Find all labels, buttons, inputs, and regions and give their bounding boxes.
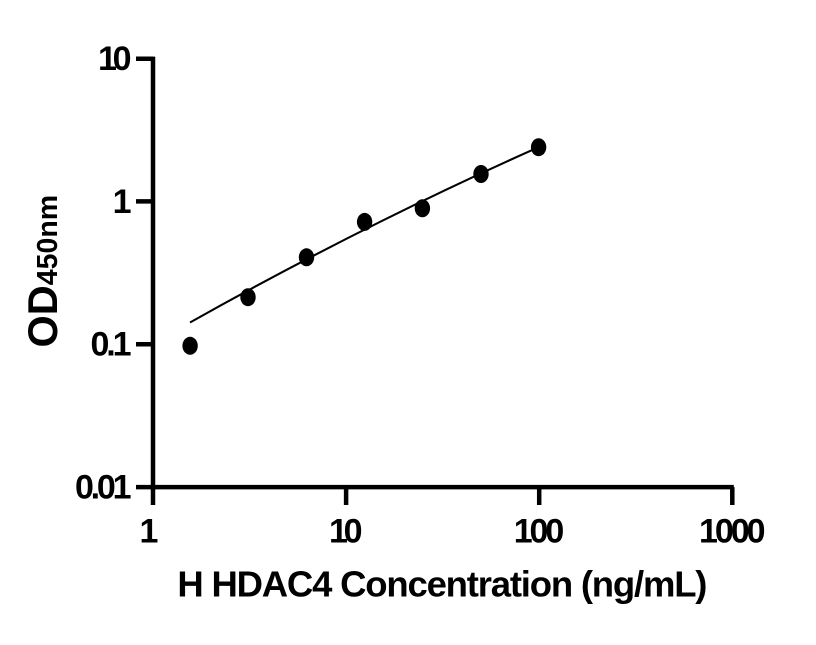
svg-text:1: 1 [140, 512, 159, 550]
svg-text:1: 1 [113, 183, 132, 221]
svg-text:0.1: 0.1 [91, 326, 132, 364]
svg-text:10: 10 [329, 512, 363, 550]
svg-text:1000: 1000 [699, 512, 766, 550]
svg-text:100: 100 [514, 512, 565, 550]
svg-text:10: 10 [98, 40, 132, 78]
svg-text:H HDAC4 Concentration (ng/mL): H HDAC4 Concentration (ng/mL) [177, 564, 706, 605]
svg-text:0.01: 0.01 [75, 469, 132, 507]
